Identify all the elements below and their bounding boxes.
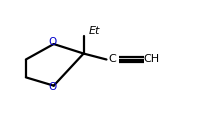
Text: O: O <box>49 82 57 92</box>
Text: O: O <box>49 37 57 47</box>
Text: Et: Et <box>89 26 100 36</box>
Text: CH: CH <box>143 55 159 64</box>
Text: C: C <box>109 55 116 64</box>
